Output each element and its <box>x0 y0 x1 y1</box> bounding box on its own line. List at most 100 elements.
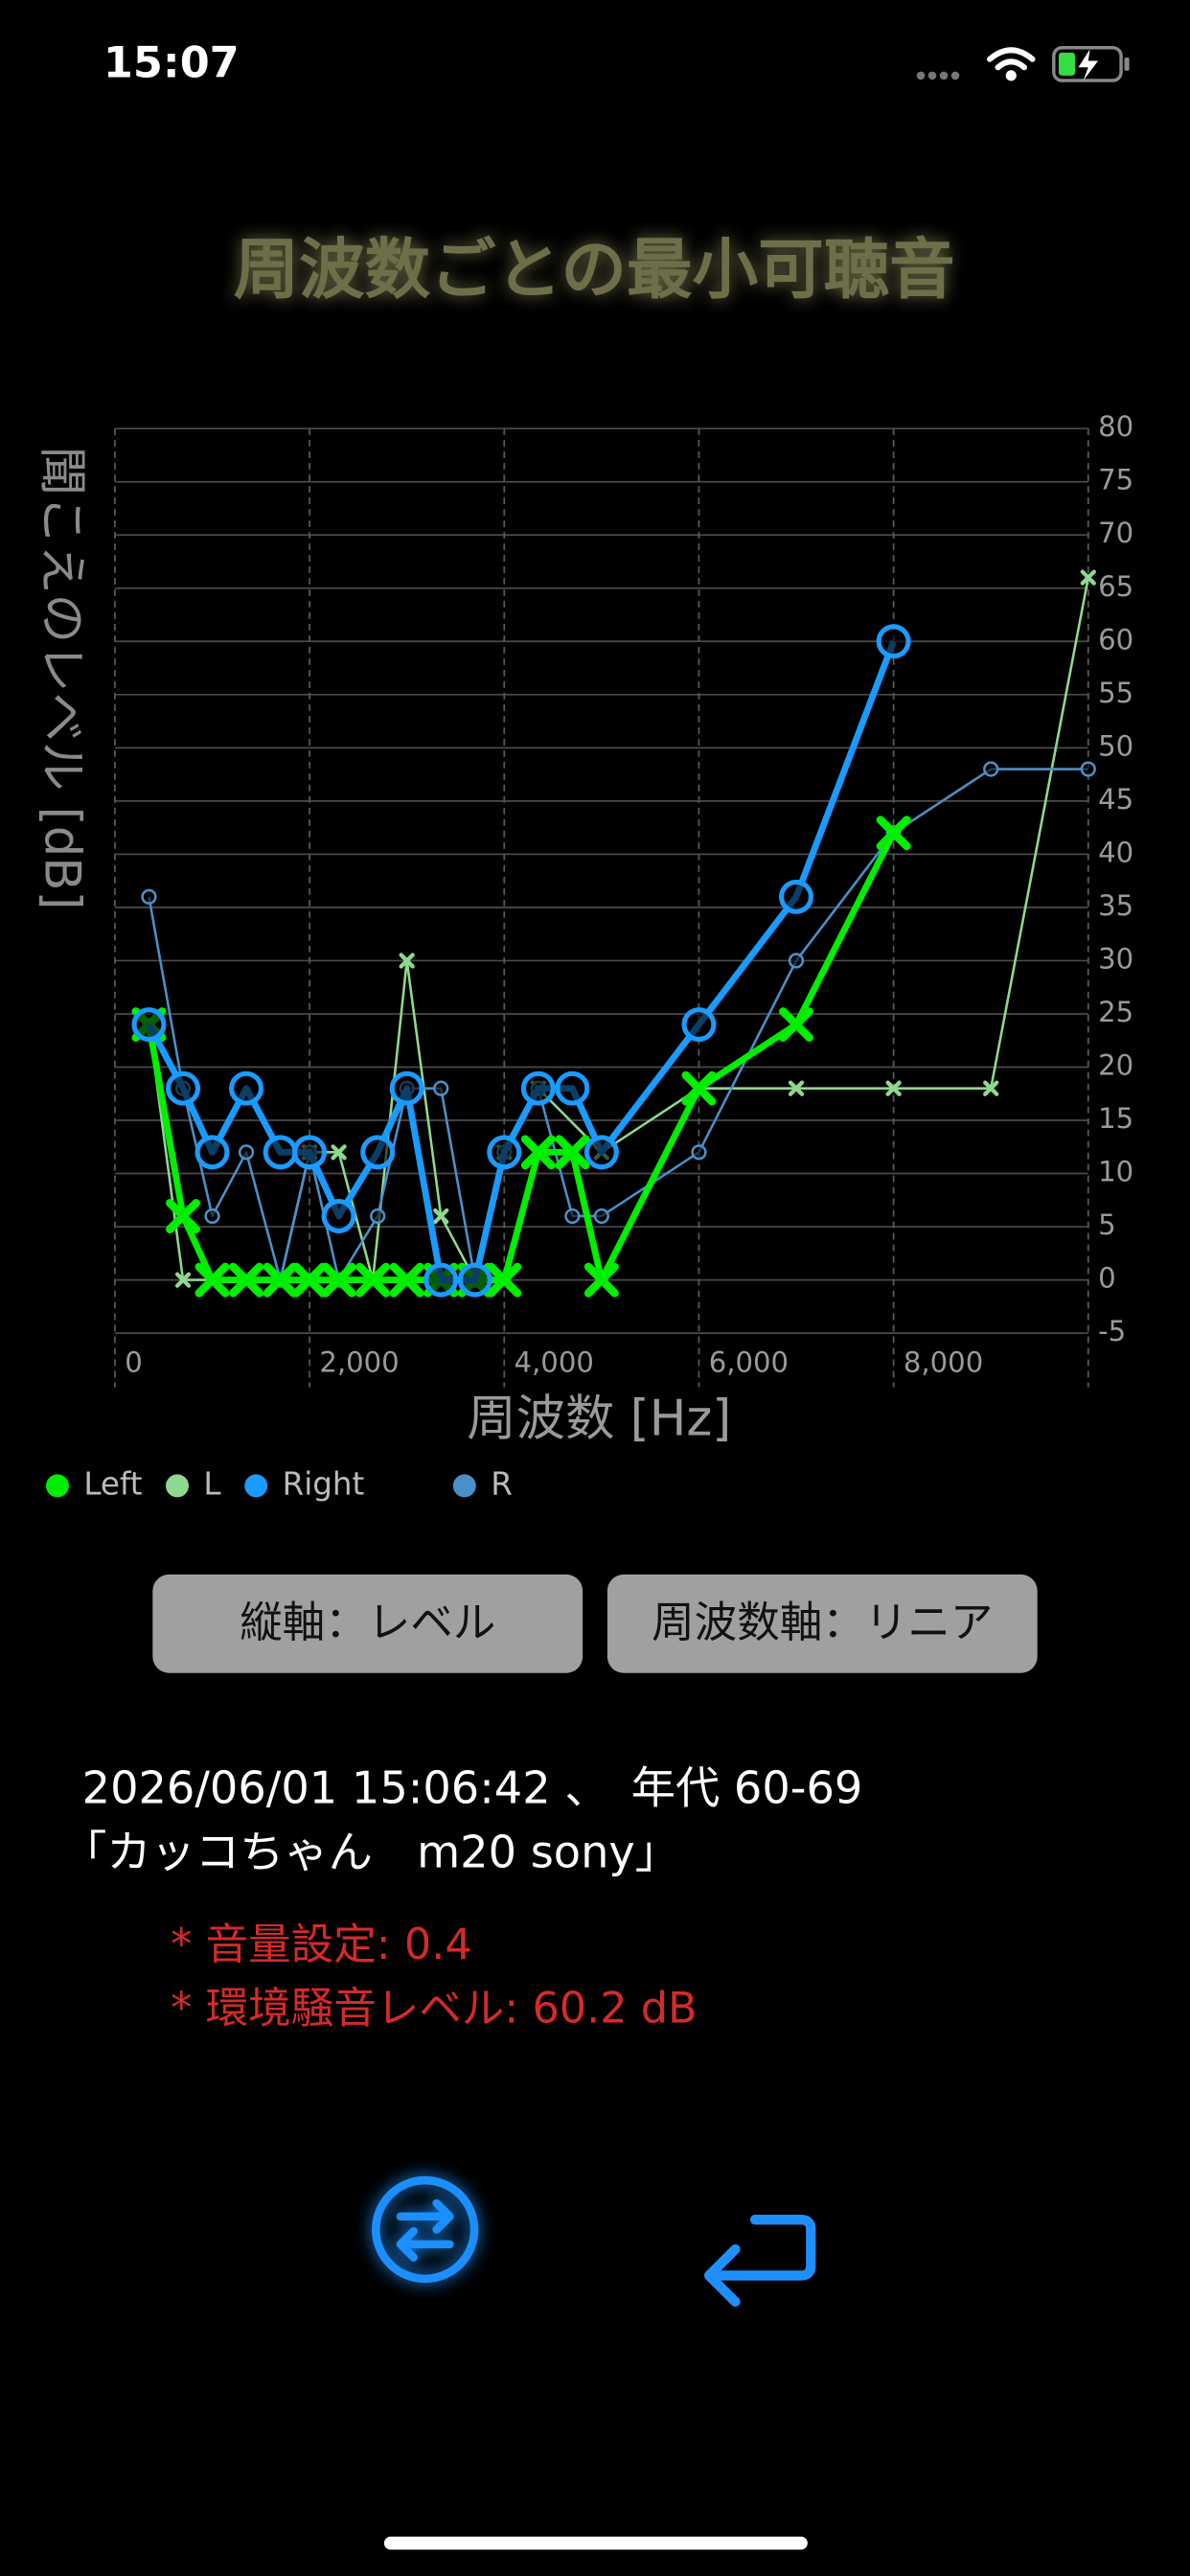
data-point <box>263 1135 298 1170</box>
data-point <box>691 1144 707 1161</box>
y-tick-label: 55 <box>1098 677 1133 709</box>
y-tick-label: 5 <box>1098 1208 1116 1241</box>
data-point <box>389 1262 424 1298</box>
data-point <box>292 1262 328 1298</box>
data-point <box>263 1262 298 1298</box>
data-point <box>983 1080 999 1096</box>
data-point <box>166 1070 201 1106</box>
button[interactable]: 縦軸：レベル <box>152 1574 584 1673</box>
y-tick-label: 35 <box>1098 889 1133 922</box>
button[interactable]: 周波数軸：リニア <box>606 1574 1038 1673</box>
button-bg[interactable] <box>152 1574 584 1673</box>
y-tick-label: 60 <box>1098 623 1133 656</box>
home-indicator <box>383 2536 808 2550</box>
data-point <box>321 1262 356 1298</box>
data-point <box>564 1208 581 1225</box>
data-point <box>520 1135 556 1170</box>
data-point <box>370 1208 386 1225</box>
data-point <box>555 1135 590 1170</box>
data-point <box>238 1144 255 1161</box>
y-tick-label: 45 <box>1098 783 1133 816</box>
data-point <box>788 1080 805 1096</box>
info-datetime: 2026/06/01 15:06:42 、 年代 60-69 <box>82 1762 863 1814</box>
data-point <box>520 1070 556 1106</box>
data-point <box>593 1208 609 1225</box>
battery-icon <box>1052 46 1130 82</box>
data-point <box>423 1262 459 1298</box>
data-point <box>389 1070 424 1106</box>
data-point <box>229 1262 264 1298</box>
y-tick-label: 50 <box>1098 729 1133 762</box>
data-point <box>174 1272 192 1288</box>
data-point <box>885 1080 902 1096</box>
legend-swatch <box>452 1474 476 1498</box>
x-tick-label: 6,000 <box>709 1346 789 1379</box>
data-point <box>681 1070 717 1106</box>
legend-swatch <box>166 1474 190 1498</box>
x-tick-label: 4,000 <box>515 1346 594 1379</box>
series-line <box>148 768 1088 1281</box>
y-tick-label: 10 <box>1098 1156 1133 1188</box>
info-note: * 音量設定: 0.4 <box>171 1920 472 1969</box>
legend: Left L Right R <box>45 1465 513 1502</box>
data-point <box>584 1262 619 1298</box>
swap-button[interactable] <box>372 2175 479 2284</box>
data-point <box>433 1080 449 1096</box>
y-tick-label: 80 <box>1098 410 1133 443</box>
x-axis-title: 周波数 [Hz] <box>467 1391 731 1448</box>
data-point <box>779 879 814 914</box>
data-point <box>195 1135 230 1170</box>
button-label[interactable]: 周波数軸：リニア <box>652 1598 993 1647</box>
data-point <box>195 1262 230 1298</box>
data-point <box>681 1007 717 1043</box>
data-point <box>229 1070 264 1106</box>
y-tick-label: 0 <box>1098 1262 1116 1295</box>
button-bg[interactable] <box>606 1574 1038 1673</box>
legend-swatch <box>45 1474 69 1498</box>
data-point <box>292 1135 328 1170</box>
y-tick-label: 65 <box>1098 570 1133 603</box>
y-axis-title: 聞こえのレベル [dB] <box>34 447 91 910</box>
data-point <box>166 1198 201 1233</box>
wifi-icon <box>987 47 1036 81</box>
chart: 周波数 [Hz] 聞こえのレベル [dB] -5 0 5 10 15 20 25 30 35 40… <box>34 410 1133 1447</box>
data-point <box>555 1070 590 1106</box>
y-tick-label: 40 <box>1098 836 1133 868</box>
data-point <box>141 888 157 905</box>
return-button[interactable] <box>703 2215 816 2307</box>
y-tick-label: 20 <box>1098 1048 1133 1081</box>
data-point <box>487 1135 522 1170</box>
data-point <box>399 953 415 969</box>
status-time: 15:07 <box>103 38 240 88</box>
legend-swatch <box>244 1474 268 1498</box>
y-tick-label: 30 <box>1098 942 1133 975</box>
y-tick-label: 70 <box>1098 517 1133 549</box>
signal-icon <box>916 71 960 80</box>
data-point <box>1080 569 1096 586</box>
data-point <box>355 1262 391 1298</box>
data-point <box>204 1208 220 1225</box>
x-tick-label: 0 <box>125 1346 143 1379</box>
legend-label: L <box>203 1465 220 1502</box>
data-point <box>457 1262 492 1298</box>
page-title: 周波数ごとの最小可聴音 <box>234 232 955 309</box>
data-point <box>360 1135 396 1170</box>
info-name: 「カッコちゃん m20 sony」 <box>62 1826 679 1877</box>
data-point <box>433 1208 449 1225</box>
data-point <box>331 1144 347 1161</box>
y-tick-label: 25 <box>1098 996 1133 1028</box>
y-tick-label: 15 <box>1098 1102 1133 1135</box>
data-point <box>788 953 805 969</box>
info-note: * 環境騒音レベル: 60.2 dB <box>171 1984 697 2034</box>
button-label[interactable]: 縦軸：レベル <box>240 1598 495 1647</box>
data-point <box>876 624 911 659</box>
data-point <box>876 816 911 851</box>
data-point <box>983 761 999 777</box>
legend-label: Right <box>283 1465 365 1502</box>
data-point <box>584 1135 619 1170</box>
legend-label: Left <box>83 1465 142 1502</box>
x-tick-label: 8,000 <box>904 1346 983 1379</box>
data-point <box>487 1262 522 1298</box>
x-tick-label: 2,000 <box>319 1346 399 1379</box>
